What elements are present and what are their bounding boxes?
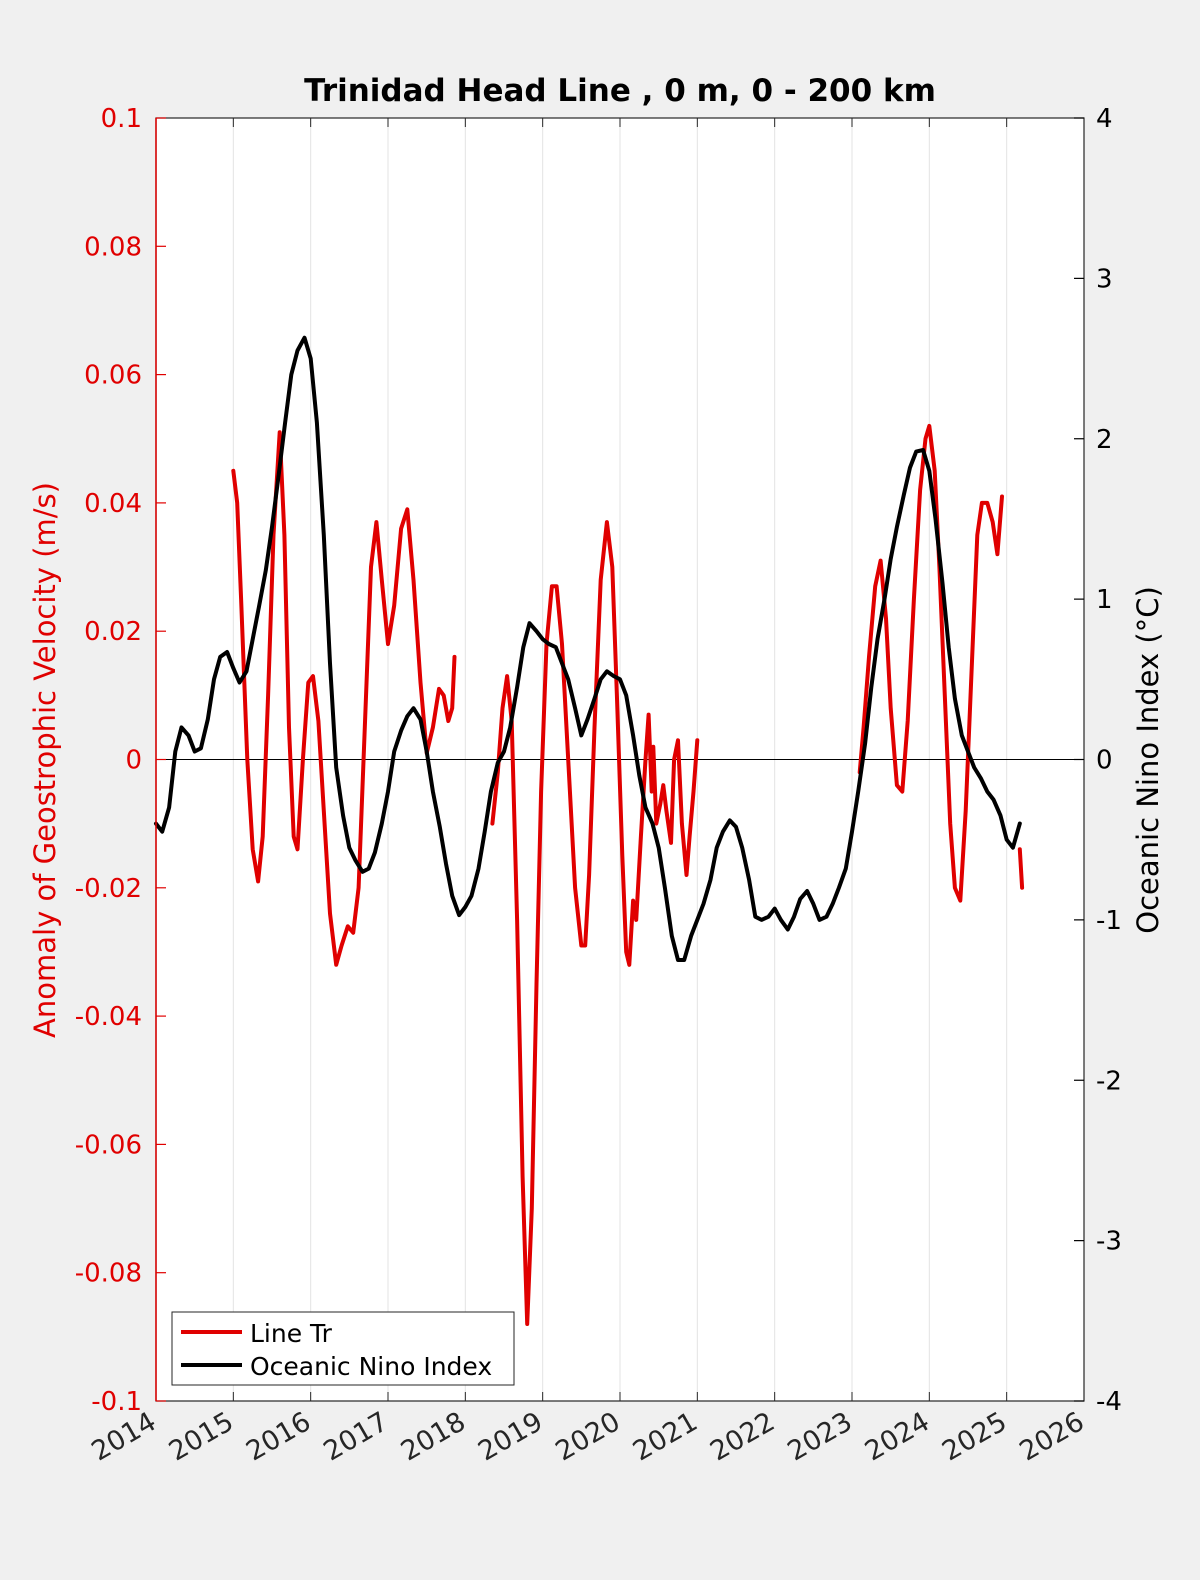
y-right-tick-label: 3: [1096, 264, 1113, 294]
y-right-tick-label: 4: [1096, 104, 1113, 134]
y-right-tick-label: -3: [1096, 1227, 1122, 1257]
legend-label-oni: Oceanic Nino Index: [250, 1352, 492, 1381]
line-tr-segment: [231, 430, 457, 967]
series-layer: [154, 335, 1025, 1326]
y-right-tick-label: 2: [1096, 425, 1113, 455]
y-right-tick-label: -2: [1096, 1066, 1122, 1096]
line-tr-segment: [490, 520, 700, 1326]
line-tr-segment: [1017, 847, 1025, 890]
y-left-tick-label: 0.08: [84, 232, 142, 262]
y-left-tick-label: -0.06: [75, 1130, 142, 1160]
y-right-tick-label: 0: [1096, 746, 1113, 776]
y-left-tick-label: -0.04: [75, 1002, 142, 1032]
y-left-tick-label: -0.1: [91, 1387, 142, 1417]
axes-layer: 2014 2015 2016 2017 2018 2019 2020 2021 2022 2023…: [75, 104, 1122, 1467]
chart-title: Trinidad Head Line , 0 m, 0 - 200 km: [304, 73, 936, 109]
y-left-tick-label: 0.06: [84, 361, 142, 391]
y-right-tick-label: -4: [1096, 1387, 1122, 1417]
legend-box: [171, 1311, 515, 1386]
legend-label-line-tr: Line Tr: [250, 1319, 333, 1348]
y-left-tick-label: 0: [125, 746, 142, 776]
y-right-tick-label: -1: [1096, 906, 1122, 936]
line-tr-segment: [857, 423, 1004, 903]
y-left-tick-label: -0.02: [75, 874, 142, 904]
y-left-tick-label: 0.1: [101, 104, 142, 134]
legend: Line Tr Oceanic Nino Index: [171, 1311, 515, 1386]
series-oceanic-nino-index: [154, 335, 1022, 962]
y-left-tick-label: -0.08: [75, 1259, 142, 1289]
series-line-tr: [231, 423, 1025, 1326]
y-axis-right-label: Oceanic Nino Index (°C): [1131, 586, 1165, 934]
y-left-tick-label: 0.02: [84, 617, 142, 647]
y-right-tick-label: 1: [1096, 585, 1113, 615]
y-axis-left-label: Anomaly of Geostrophic Velocity (m/s): [28, 482, 62, 1038]
y-left-tick-label: 0.04: [84, 489, 142, 519]
oni-segment: [154, 335, 1022, 962]
